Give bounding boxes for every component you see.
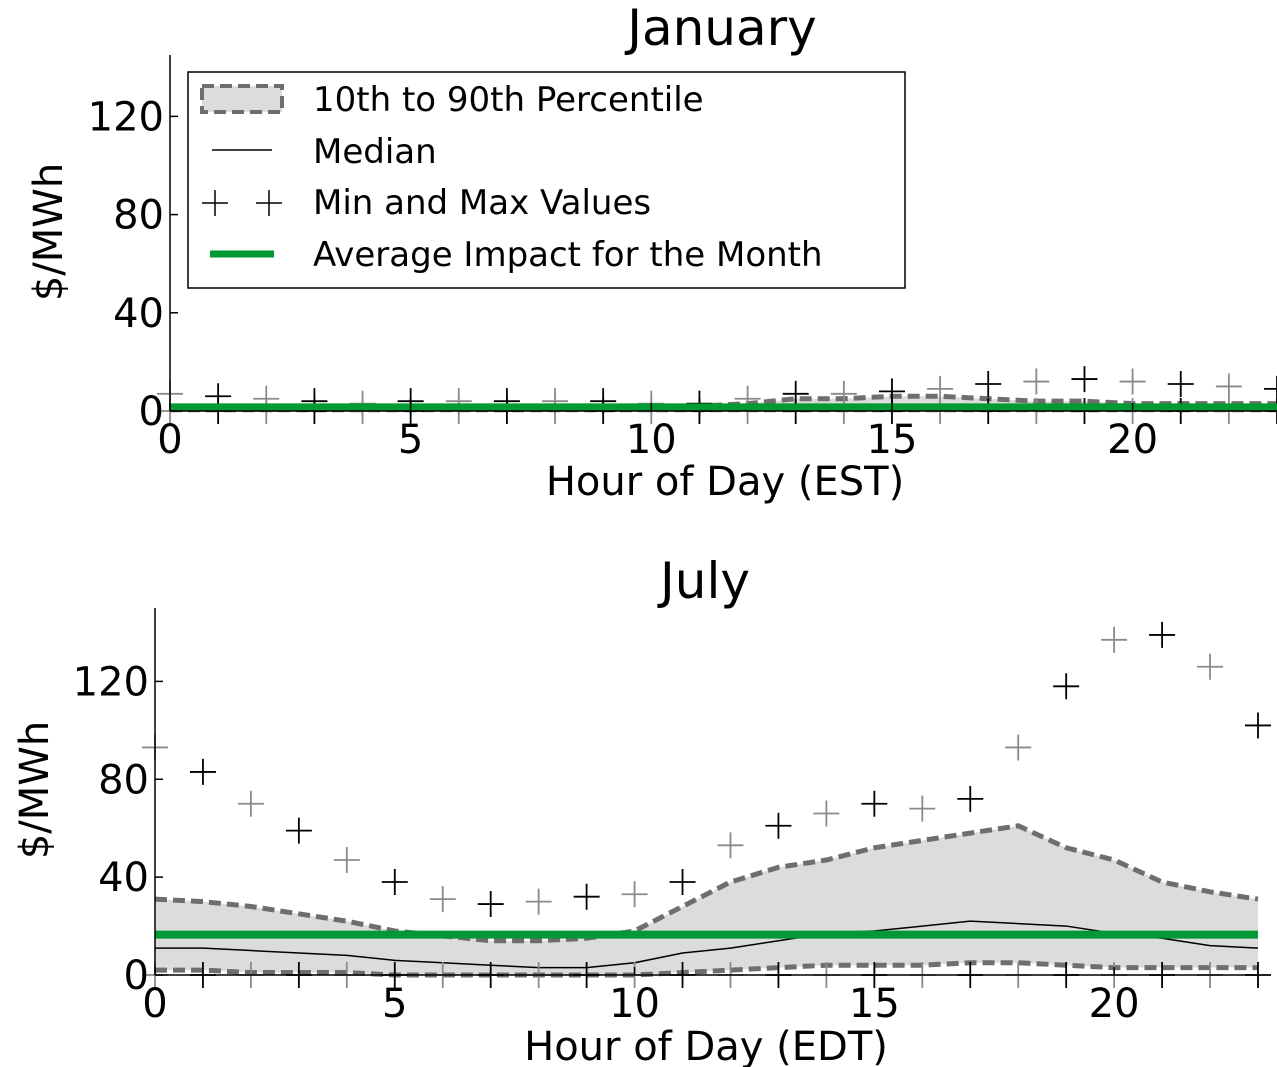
max-marker <box>975 370 1002 397</box>
legend-band-swatch <box>200 84 284 114</box>
max-marker <box>621 881 648 908</box>
y-axis-label: $/MWh <box>26 163 72 301</box>
max-marker <box>525 888 552 915</box>
chart-title: January <box>624 0 817 57</box>
max-marker <box>381 869 408 896</box>
legend-frame <box>187 71 906 289</box>
x-tick-label: 0 <box>142 981 167 1027</box>
y-tick-label: 120 <box>73 659 149 705</box>
max-marker <box>717 832 744 859</box>
legend-label-median: Median <box>313 132 437 172</box>
max-marker <box>429 886 456 913</box>
max-marker <box>573 883 600 910</box>
max-marker <box>765 812 792 839</box>
max-marker <box>1101 626 1128 653</box>
legend: 10th to 90th Percentile Median Min and M… <box>187 71 906 289</box>
median-line <box>155 920 1259 969</box>
x-tick-label: 20 <box>1089 981 1140 1027</box>
legend-label-average: Average Impact for the Month <box>313 235 823 275</box>
y-tick-label: 80 <box>113 193 164 239</box>
y-tick-label: 40 <box>98 855 149 901</box>
x-axis-label: Hour of Day (EDT) <box>524 1024 888 1067</box>
x-tick-label: 20 <box>1107 417 1158 463</box>
y-tick-label: 40 <box>113 291 164 337</box>
max-marker <box>1071 366 1098 393</box>
max-marker <box>1149 621 1176 648</box>
x-axis-label: Hour of Day (EST) <box>546 459 904 505</box>
y-tick-label: 80 <box>98 757 149 803</box>
x-tick-label: 15 <box>867 417 918 463</box>
y-axis-label: $/MWh <box>12 721 58 859</box>
max-marker <box>957 785 984 812</box>
max-marker <box>909 795 936 822</box>
p10-line <box>155 960 1258 978</box>
july-panel: 0 40 80 120 0 5 10 15 20 July $/MWh Hour of Day … <box>12 552 1271 1067</box>
x-tick-label: 15 <box>849 981 900 1027</box>
max-marker <box>477 891 504 918</box>
max-marker <box>1197 653 1224 680</box>
max-marker <box>1215 373 1242 400</box>
x-tick-label: 0 <box>157 417 182 463</box>
y-tick-label: 120 <box>88 94 164 140</box>
max-marker <box>1245 712 1271 739</box>
max-marker <box>813 800 840 827</box>
max-marker <box>927 375 954 402</box>
plot-area: 0 40 80 120 0 5 10 15 20 <box>88 55 1277 463</box>
max-marker <box>189 758 216 785</box>
legend-label-percentile: 10th to 90th Percentile <box>313 80 704 120</box>
x-tick-label: 5 <box>398 417 423 463</box>
x-tick-label: 10 <box>609 981 660 1027</box>
x-tick-label: 10 <box>626 417 677 463</box>
plot-area: 0 40 80 120 0 5 10 15 20 <box>73 608 1271 1027</box>
max-marker <box>1023 368 1050 395</box>
legend-markers-swatch <box>202 190 282 216</box>
january-panel: 0 40 80 120 0 5 10 15 20 January $/MWh Hour of D… <box>26 0 1277 505</box>
max-marker <box>1053 673 1080 700</box>
percentile-band <box>155 825 1258 975</box>
y-tick-label: 0 <box>139 389 164 435</box>
max-marker <box>1167 370 1194 397</box>
max-marker <box>861 790 888 817</box>
max-marker <box>669 869 696 896</box>
p90-line <box>154 823 1259 944</box>
max-marker <box>285 817 312 844</box>
x-tick-label: 5 <box>382 981 407 1027</box>
legend-label-minmax: Min and Max Values <box>313 183 651 223</box>
chart-title: July <box>657 552 750 610</box>
max-marker <box>1005 734 1032 761</box>
max-marker <box>1264 375 1277 402</box>
max-marker <box>237 790 264 817</box>
max-marker <box>1119 368 1146 395</box>
y-tick-label: 0 <box>124 953 149 999</box>
max-marker <box>333 847 360 874</box>
